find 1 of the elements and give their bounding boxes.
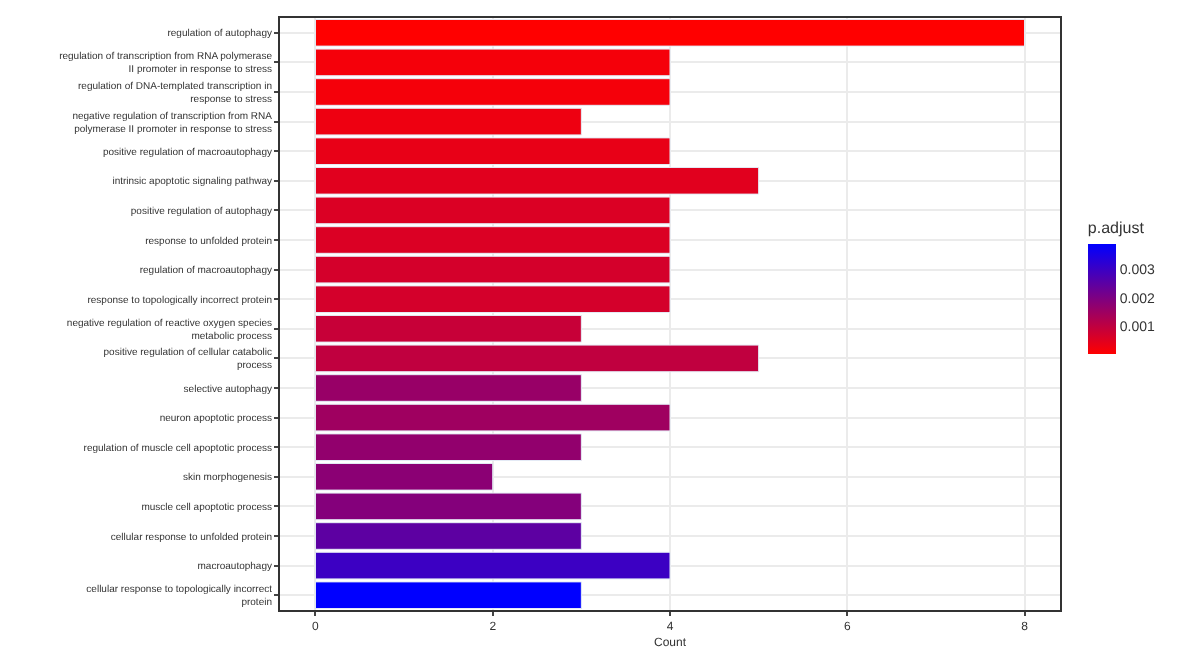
color-bar-title: p.adjust (1087, 219, 1146, 238)
